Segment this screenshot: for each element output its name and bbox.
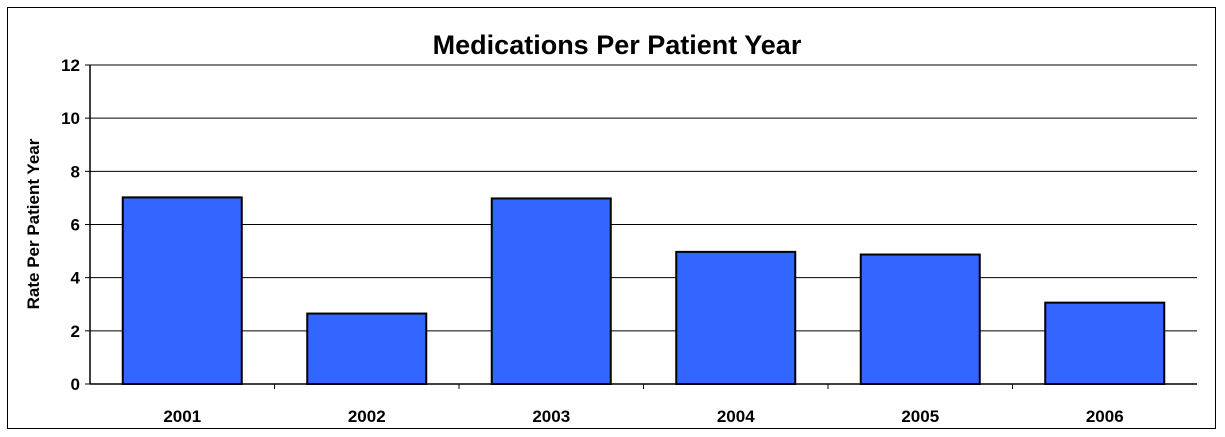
y-tick-label: 12 [61, 56, 80, 75]
y-tick-label: 0 [71, 375, 80, 394]
chart-title: Medications Per Patient Year [433, 30, 802, 60]
bars [121, 196, 1166, 385]
x-tick-labels: 2001 2002 2003 2004 2005 2006 [163, 407, 1123, 426]
gridlines [90, 64, 1197, 332]
x-tick-label: 2005 [901, 407, 939, 426]
y-tick-label: 10 [61, 109, 80, 128]
bar-2006 [1044, 301, 1166, 385]
y-tick-label: 4 [71, 269, 81, 288]
y-axis-label: Rate Per Patient Year [24, 138, 43, 309]
bar-2002 [306, 312, 428, 385]
bar-2001 [121, 196, 243, 385]
y-tick-labels: 0 2 4 6 8 10 12 [61, 56, 80, 394]
x-tick-label: 2006 [1086, 407, 1124, 426]
bar-2003 [490, 197, 612, 385]
x-tick-label: 2001 [163, 407, 201, 426]
y-tick-label: 8 [71, 162, 80, 181]
x-tick-label: 2002 [348, 407, 386, 426]
bar-2004 [675, 250, 797, 385]
y-tick-label: 2 [71, 322, 80, 341]
bar-2005 [859, 253, 981, 385]
x-tick-label: 2003 [532, 407, 570, 426]
y-tick-label: 6 [71, 216, 80, 235]
x-tick-label: 2004 [717, 407, 755, 426]
axes [85, 64, 1197, 389]
